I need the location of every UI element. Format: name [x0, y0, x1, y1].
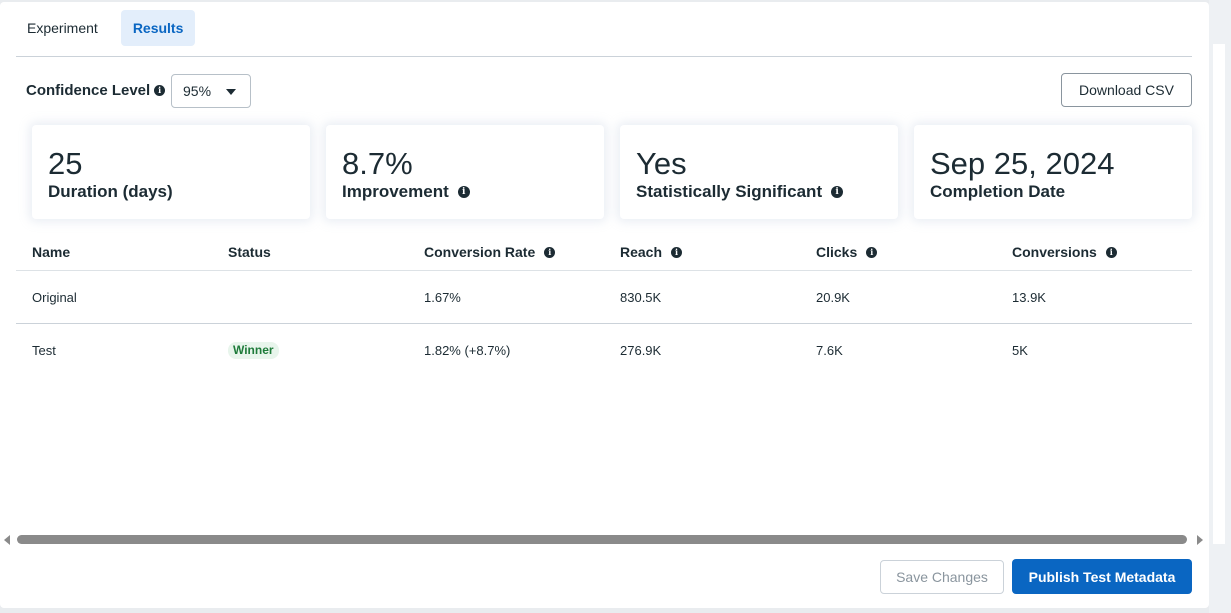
table-header: Name Status Conversion Rate i Reach i Cl…: [16, 234, 1192, 271]
cell-reach: 276.9K: [620, 343, 662, 358]
card-value: 25: [48, 146, 83, 181]
confidence-level-label: Confidence Level i: [26, 82, 166, 99]
column-header-name[interactable]: Name: [32, 244, 71, 260]
save-changes-button[interactable]: Save Changes: [880, 560, 1004, 594]
tab-experiment[interactable]: Experiment: [27, 20, 98, 36]
card-label: Improvement i: [342, 182, 470, 202]
info-icon[interactable]: i: [544, 246, 556, 258]
column-header-reach[interactable]: Reach i: [620, 244, 683, 260]
winner-status-badge: Winner: [228, 342, 279, 359]
table-row: Original 1.67% 830.5K 20.9K 13.9K: [16, 271, 1192, 324]
cell-conversions: 5K: [1012, 343, 1028, 358]
confidence-level-text: Confidence Level: [26, 82, 151, 99]
info-icon[interactable]: i: [866, 246, 878, 258]
card-value: Yes: [636, 146, 687, 181]
confidence-level-select[interactable]: 95%: [171, 74, 251, 108]
card-label-text: Completion Date: [930, 182, 1066, 201]
card-label: Statistically Significant i: [636, 182, 844, 202]
tab-results[interactable]: Results: [120, 10, 196, 46]
column-header-conversion-rate[interactable]: Conversion Rate i: [424, 244, 556, 260]
table-row: Test Winner 1.82% (+8.7%) 276.9K 7.6K 5K: [16, 324, 1192, 377]
card-value: 8.7%: [342, 146, 413, 181]
page-scrollbar-thumb[interactable]: [1213, 44, 1225, 544]
tabs-divider: [16, 56, 1192, 57]
cell-clicks: 7.6K: [816, 343, 843, 358]
column-header-conversions[interactable]: Conversions i: [1012, 244, 1117, 260]
cell-conversion-rate: 1.82% (+8.7%): [424, 343, 511, 358]
publish-test-metadata-button[interactable]: Publish Test Metadata: [1012, 559, 1192, 594]
card-label-text: Duration (days): [48, 182, 173, 201]
horizontal-scrollbar-thumb[interactable]: [17, 535, 1187, 544]
tab-bar: Experiment Results: [16, 10, 196, 46]
card-label: Duration (days): [48, 182, 173, 202]
card-value: Sep 25, 2024: [930, 146, 1115, 181]
column-header-clicks[interactable]: Clicks i: [816, 244, 878, 260]
results-panel: Experiment Results Confidence Level i 95…: [0, 2, 1209, 608]
page-scrollbar-track[interactable]: [1209, 0, 1231, 613]
cell-conversion-rate: 1.67%: [424, 290, 461, 305]
info-icon[interactable]: i: [1105, 246, 1117, 258]
improvement-card: 8.7% Improvement i: [326, 125, 604, 219]
cell-clicks: 20.9K: [816, 290, 850, 305]
card-label: Completion Date: [930, 182, 1065, 202]
completion-date-card: Sep 25, 2024 Completion Date: [914, 125, 1192, 219]
scroll-right-arrow-icon[interactable]: [1197, 535, 1203, 545]
cell-name: Test: [32, 343, 56, 358]
cell-reach: 830.5K: [620, 290, 662, 305]
significance-card: Yes Statistically Significant i: [620, 125, 898, 219]
info-icon[interactable]: i: [671, 246, 683, 258]
cell-conversions: 13.9K: [1012, 290, 1046, 305]
caret-down-icon: [226, 89, 236, 95]
cell-name: Original: [32, 290, 77, 305]
confidence-level-value: 95%: [183, 83, 212, 99]
duration-card: 25 Duration (days): [32, 125, 310, 219]
scroll-left-arrow-icon[interactable]: [4, 535, 10, 545]
card-label-text: Statistically Significant: [636, 182, 823, 201]
column-header-status[interactable]: Status: [228, 244, 271, 260]
info-icon[interactable]: i: [457, 186, 470, 198]
info-icon[interactable]: i: [154, 85, 166, 96]
info-icon[interactable]: i: [831, 186, 844, 198]
card-label-text: Improvement: [342, 182, 449, 201]
download-csv-button[interactable]: Download CSV: [1061, 73, 1192, 107]
